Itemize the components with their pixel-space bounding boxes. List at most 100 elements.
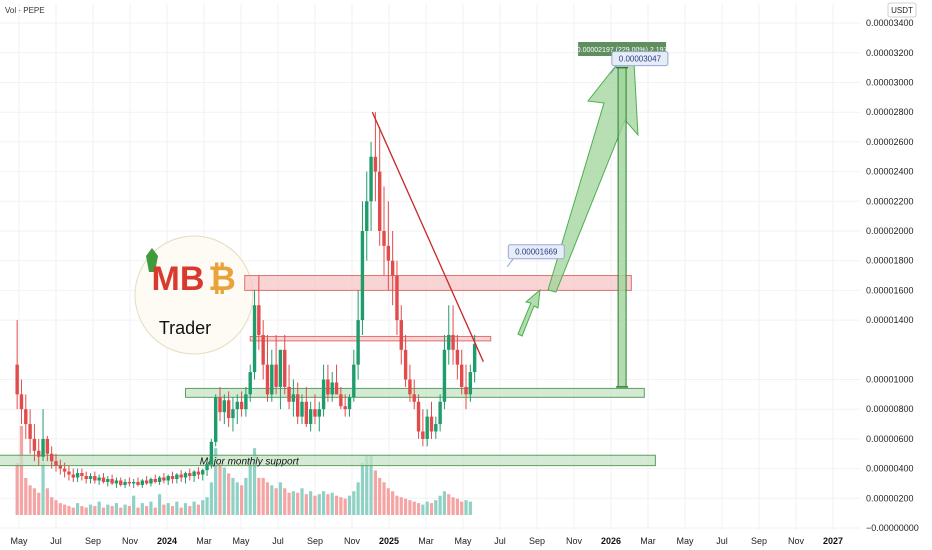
volume-bar — [214, 448, 218, 515]
candle-body — [93, 476, 97, 481]
volume-bar — [110, 506, 114, 515]
volume-bar — [188, 506, 192, 515]
time-axis-tick: Jul — [50, 536, 62, 546]
candle-body — [347, 397, 352, 410]
price-axis-tick: 0.00000200 — [866, 493, 914, 503]
price-axis-tick: 0.00001400 — [866, 315, 914, 325]
candle-body — [265, 364, 270, 395]
volume-bar — [101, 507, 106, 515]
volume-bar — [201, 500, 205, 515]
candle-body — [317, 409, 321, 417]
candle-body — [360, 231, 365, 321]
time-axis-tick: May — [454, 536, 472, 546]
candle-body — [274, 364, 278, 387]
candle-body — [447, 334, 451, 350]
candle-body — [377, 171, 382, 231]
candle-body — [28, 424, 32, 439]
price-axis[interactable]: 0.00003400 0.00003200 0.00003000 0.00002800… — [860, 0, 932, 550]
candle-body — [244, 394, 248, 410]
candle-body — [295, 394, 300, 417]
price-axis-tick: 0.00002000 — [866, 226, 914, 236]
candle-body — [460, 364, 464, 387]
time-axis-tick: Mar — [418, 536, 434, 546]
candle-body — [71, 474, 75, 478]
volume-bar — [334, 495, 339, 515]
candle-body — [239, 401, 244, 410]
target-callout-pointer — [610, 65, 618, 74]
measure-label: 0.00002197 (229.00%) 2,197 — [577, 47, 668, 54]
volume-bar — [360, 463, 365, 515]
candle-body — [175, 474, 179, 479]
bitcoin-icon: ₿ — [208, 260, 236, 298]
candle-body — [110, 478, 114, 484]
price-axis-tick: 0.00002200 — [866, 196, 914, 206]
time-axis-tick: Sep — [529, 536, 545, 546]
currency-label: USDT — [891, 6, 913, 15]
price-axis-tick: 0.00001800 — [866, 256, 914, 266]
projection-arrow-large — [547, 42, 639, 293]
volume-bar — [386, 488, 390, 515]
volume-bar — [166, 503, 170, 515]
candle-body — [19, 394, 24, 410]
logo-watermark: MB ₿ Trader — [134, 235, 254, 355]
candle-body — [235, 401, 239, 410]
volume-bar — [227, 473, 231, 515]
volume-bar — [378, 477, 382, 515]
time-axis-tick: May — [232, 536, 250, 546]
volume-bar — [50, 497, 54, 515]
candle-body — [261, 334, 265, 365]
candle-body — [304, 401, 309, 425]
candle-body — [429, 416, 434, 432]
volume-bar — [209, 482, 213, 515]
candle-body — [442, 349, 447, 402]
volume-bar — [317, 494, 321, 515]
candle-body — [192, 471, 196, 477]
target-callout-box — [611, 51, 669, 67]
volume-bar — [460, 501, 464, 515]
volume-bar — [442, 491, 447, 515]
volume-bar — [352, 491, 356, 515]
volume-bar — [347, 495, 352, 515]
candle-body — [201, 470, 205, 475]
candle-body — [226, 400, 231, 419]
volume-bar — [235, 482, 239, 515]
price-axis-tick: 0.00001600 — [866, 285, 914, 295]
volume-bar — [416, 503, 421, 515]
logo-trader-text: Trader — [159, 318, 211, 338]
candle-body — [136, 481, 140, 485]
volume-bar — [283, 488, 287, 515]
volume-bar — [356, 482, 360, 515]
candle-body — [416, 401, 421, 432]
candle-body — [412, 394, 416, 402]
volume-bar — [248, 458, 252, 515]
candle-body — [106, 478, 110, 482]
resistance-zone-lower — [249, 335, 492, 342]
volume-bar — [425, 501, 429, 515]
candle-body — [395, 275, 399, 321]
price-axis-tick: 0.00002600 — [866, 137, 914, 147]
volume-bar — [403, 498, 408, 515]
volume-bar — [153, 507, 157, 515]
volume-bar — [218, 463, 222, 515]
volume-bar — [63, 504, 67, 515]
price-axis-tick: −0.00000000 — [866, 523, 919, 533]
volume-bar — [58, 503, 62, 515]
volume-bar — [434, 500, 438, 515]
volume-bar — [136, 507, 140, 515]
support-zone-label: Major monthly support — [200, 456, 300, 467]
candle-body — [382, 231, 386, 246]
volume-bar — [451, 497, 455, 515]
volume-bar — [149, 501, 153, 515]
price-axis-tick: 0.00000800 — [866, 404, 914, 414]
logo-letters: MB — [152, 260, 205, 298]
volume-bar — [395, 495, 399, 515]
time-axis[interactable]: May Jul Sep Nov 2024 Mar May Jul Sep Nov 2025 Mar Ma… — [10, 536, 843, 546]
target-callout-box — [507, 244, 565, 260]
target-callout-pointer — [506, 258, 514, 268]
volume-bar — [157, 494, 162, 515]
volume-bar — [326, 494, 330, 515]
volume-bar — [365, 455, 369, 515]
time-axis-tick: Nov — [344, 536, 361, 546]
candle-body — [421, 431, 425, 439]
